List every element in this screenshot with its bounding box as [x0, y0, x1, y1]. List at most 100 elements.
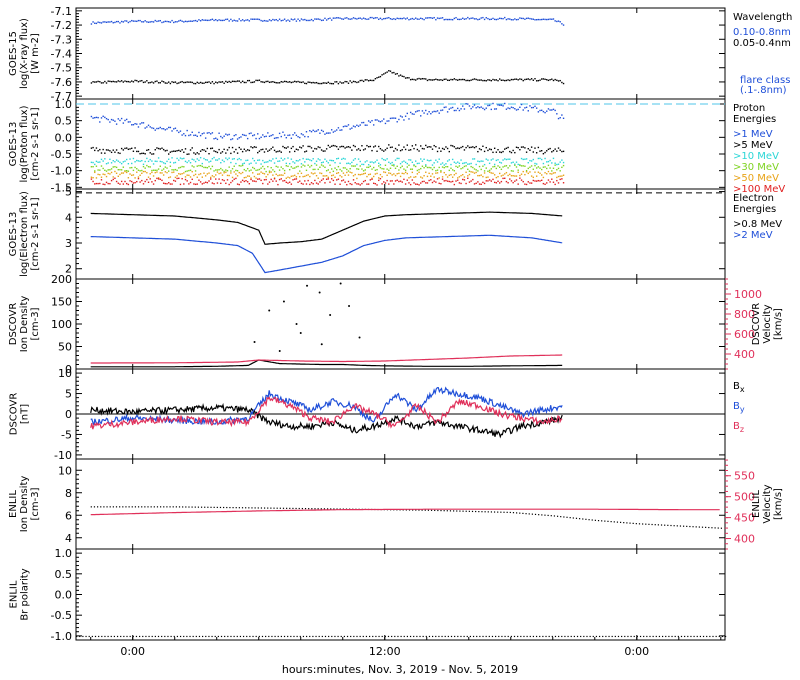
data-point	[151, 127, 153, 129]
data-point	[307, 179, 309, 182]
data-point	[173, 21, 175, 24]
data-point	[273, 19, 276, 21]
data-point	[493, 147, 496, 150]
data-point	[588, 519, 590, 521]
data-point	[230, 138, 232, 141]
data-point	[362, 163, 365, 166]
data-point	[122, 183, 125, 185]
data-point	[472, 158, 474, 160]
data-point	[270, 167, 272, 169]
data-point	[208, 161, 210, 163]
data-point	[132, 174, 135, 176]
data-point	[216, 159, 219, 161]
data-point	[435, 159, 437, 161]
data-point	[250, 162, 252, 164]
data-point	[267, 150, 269, 152]
data-point	[327, 176, 330, 179]
data-point	[181, 134, 183, 136]
data-point	[413, 78, 415, 81]
data-point	[280, 19, 282, 22]
data-point	[451, 19, 454, 21]
data-point	[361, 182, 363, 185]
data-point	[268, 171, 271, 174]
data-point	[173, 179, 175, 182]
data-point	[183, 151, 185, 153]
data-point	[156, 80, 158, 82]
data-point	[191, 147, 193, 149]
data-point	[354, 181, 356, 184]
data-point	[492, 102, 494, 105]
data-point	[541, 109, 543, 112]
data-point	[393, 173, 395, 175]
data-point	[495, 167, 498, 170]
data-point	[339, 508, 341, 510]
data-point	[194, 170, 197, 172]
data-point	[97, 173, 99, 176]
data-point	[287, 157, 289, 159]
data-point	[273, 177, 276, 179]
data-point	[554, 109, 556, 112]
data-point	[175, 506, 177, 508]
data-point	[339, 81, 341, 83]
data-point	[460, 635, 462, 638]
data-point	[330, 145, 333, 147]
data-point	[462, 78, 464, 81]
data-point	[379, 177, 382, 180]
data-point	[257, 169, 259, 171]
data-point	[295, 323, 298, 325]
legend-note: flare class	[740, 75, 790, 86]
y-tick-label: -1.5	[51, 181, 72, 194]
data-point	[329, 132, 331, 134]
data-point	[215, 137, 217, 139]
data-point	[319, 181, 321, 183]
data-point	[310, 18, 313, 21]
data-point	[203, 166, 205, 169]
legend-entry: Bx	[733, 381, 745, 394]
data-point	[223, 135, 225, 137]
data-point	[524, 165, 526, 167]
data-point	[189, 635, 191, 638]
data-point	[125, 170, 128, 172]
y-axis-label: DSCOVR	[8, 303, 19, 346]
data-point	[302, 175, 304, 178]
data-point	[386, 120, 388, 122]
data-point	[623, 522, 625, 524]
data-point	[220, 81, 222, 83]
data-point	[298, 507, 300, 510]
data-point	[325, 170, 328, 172]
data-point	[403, 119, 405, 121]
data-point	[462, 167, 464, 169]
data-point	[433, 176, 435, 178]
data-point	[342, 157, 345, 160]
data-point	[381, 149, 383, 151]
data-point	[162, 168, 165, 170]
data-point	[446, 510, 448, 512]
data-point	[616, 521, 619, 523]
data-point	[134, 123, 136, 125]
data-point	[171, 81, 173, 83]
data-point	[630, 635, 632, 638]
data-point	[134, 20, 136, 22]
data-point	[109, 121, 111, 123]
data-point	[188, 153, 190, 155]
data-point	[500, 151, 503, 154]
y-axis-label: ENLIL	[8, 490, 19, 518]
data-point	[680, 635, 683, 638]
data-point	[470, 171, 472, 173]
data-point	[285, 20, 288, 22]
data-point	[282, 180, 284, 182]
y-axis-label: Br polarity	[20, 568, 31, 620]
data-point	[423, 158, 425, 161]
data-point	[542, 110, 545, 113]
data-point	[446, 160, 449, 162]
y-tick-label: 8	[65, 487, 72, 500]
data-point	[488, 79, 491, 81]
data-point	[137, 19, 140, 22]
data-point	[127, 21, 130, 24]
data-point	[563, 516, 565, 518]
data-point	[366, 79, 368, 81]
data-point	[171, 183, 173, 185]
data-point	[122, 166, 125, 168]
data-point	[233, 80, 235, 83]
